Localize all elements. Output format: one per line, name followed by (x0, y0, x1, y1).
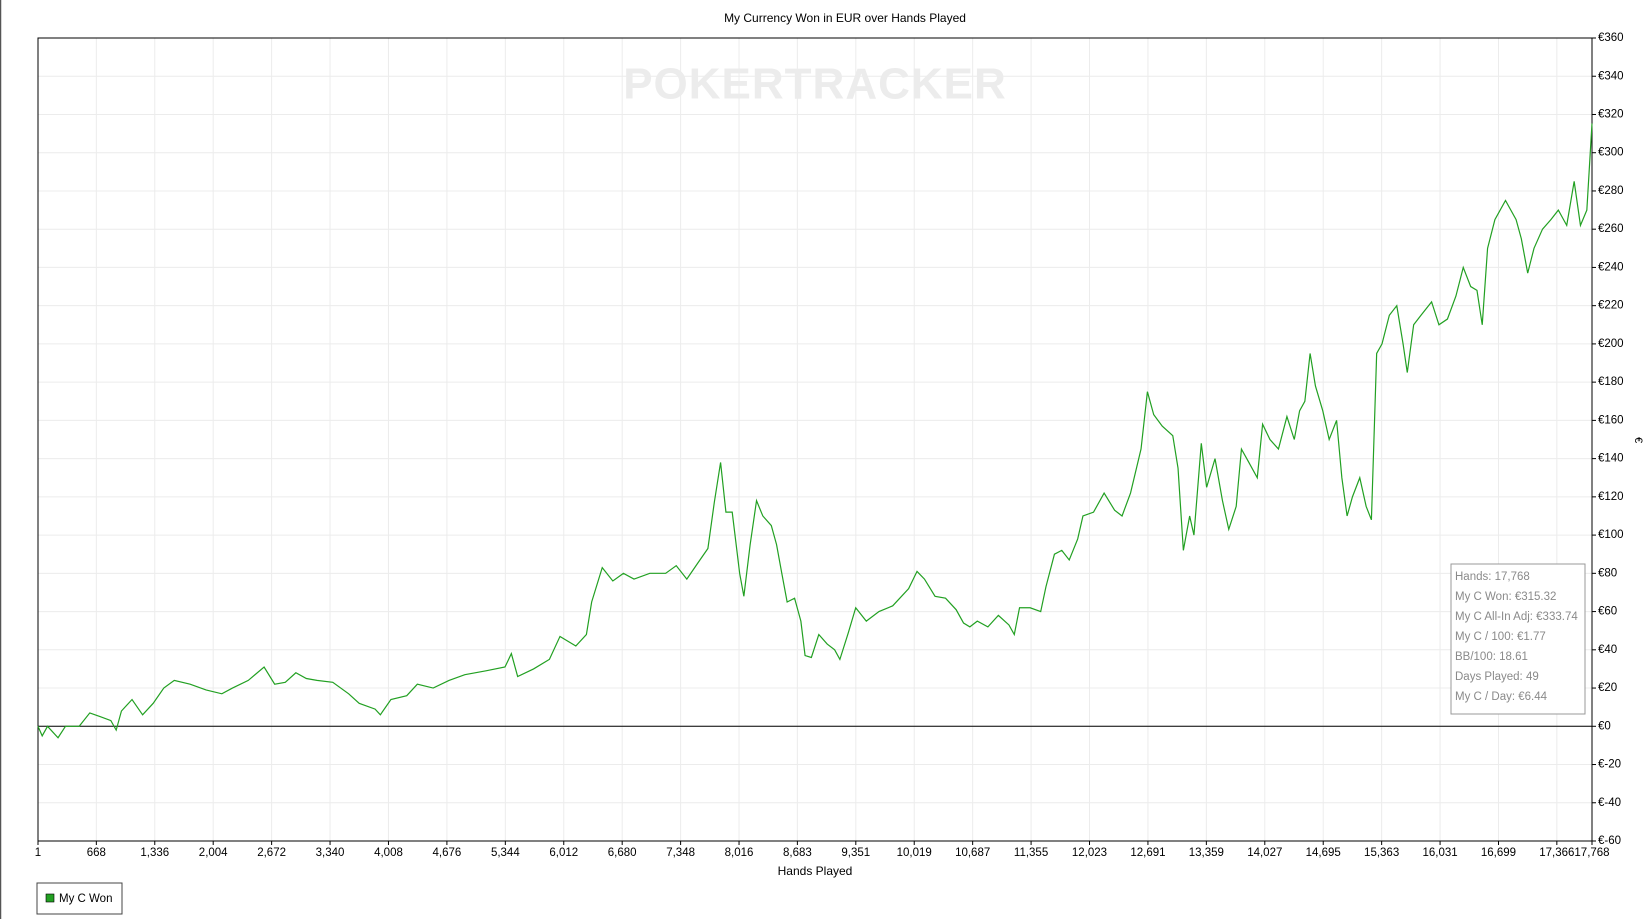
x-tick-label: 6,012 (549, 847, 578, 859)
legend-label: My C Won (59, 893, 112, 905)
y-tick-label: €100 (1598, 529, 1624, 541)
x-tick-label: 1,336 (140, 847, 169, 859)
x-tick-label: 2,672 (257, 847, 286, 859)
x-tick-label: 12,691 (1130, 847, 1165, 859)
stats-text: Days Played: 49 (1455, 671, 1539, 683)
y-tick-label: €-60 (1598, 835, 1621, 847)
x-tick-label: 17,768 (1574, 847, 1609, 859)
stats-box (1450, 563, 1586, 715)
x-tick-label: 8,016 (725, 847, 754, 859)
x-tick-label: 11,355 (1014, 847, 1048, 859)
y-tick-label: €180 (1598, 376, 1624, 388)
y-axis-label: € (1632, 437, 1644, 443)
y-tick-label: €160 (1598, 414, 1624, 426)
x-tick-label: 7,348 (666, 847, 695, 859)
x-tick-label: 15,363 (1364, 847, 1399, 859)
x-tick-label: 17,366 (1539, 847, 1574, 859)
x-tick-label: 2,004 (199, 847, 228, 859)
x-tick-label: 5,344 (491, 847, 520, 859)
y-tick-label: €320 (1598, 109, 1624, 121)
y-tick-label: €220 (1598, 300, 1624, 312)
x-tick-label: 10,019 (897, 847, 932, 859)
y-tick-label: €280 (1598, 185, 1624, 197)
x-tick-label: 13,359 (1189, 847, 1224, 859)
y-tick-label: €-40 (1598, 797, 1621, 809)
x-tick-label: 12,023 (1072, 847, 1107, 859)
y-tick-label: €360 (1598, 32, 1624, 44)
x-tick-label: 14,027 (1247, 847, 1282, 859)
x-tick-label: 14,695 (1306, 847, 1341, 859)
x-tick-label: 3,340 (316, 847, 345, 859)
stats-text: My C All-In Adj: €333.74 (1455, 611, 1578, 623)
y-tick-label: €80 (1598, 567, 1617, 579)
stats-text: BB/100: 18.61 (1455, 651, 1528, 663)
y-tick-label: €0 (1598, 720, 1611, 732)
y-tick-label: €120 (1598, 491, 1624, 503)
y-tick-label: €340 (1598, 70, 1624, 82)
x-tick-label: 8,683 (783, 847, 812, 859)
x-tick-label: 16,699 (1481, 847, 1516, 859)
y-tick-label: €20 (1598, 682, 1617, 694)
data-line (37, 123, 1593, 739)
plot-frame (37, 37, 1593, 842)
stats-text: My C / Day: €6.44 (1455, 691, 1548, 703)
x-tick-label: 4,008 (374, 847, 403, 859)
stats-text: My C / 100: €1.77 (1455, 631, 1546, 643)
stats-text: Hands: 17,768 (1455, 571, 1530, 583)
x-tick-label: 4,676 (433, 847, 462, 859)
stats-text: My C Won: €315.32 (1455, 591, 1556, 603)
y-tick-label: €200 (1598, 338, 1624, 350)
y-tick-label: €60 (1598, 606, 1617, 618)
y-tick-label: €240 (1598, 261, 1624, 273)
chart-title: My Currency Won in EUR over Hands Played (724, 11, 966, 25)
x-tick-label: 16,031 (1422, 847, 1457, 859)
x-tick-label: 668 (87, 847, 106, 859)
legend-swatch (45, 893, 55, 903)
y-tick-label: €40 (1598, 644, 1617, 656)
watermark: POKERTRACKER (623, 60, 1007, 109)
x-tick-label: 10,687 (955, 847, 990, 859)
x-axis-label: Hands Played (778, 864, 853, 878)
y-tick-label: €-20 (1598, 759, 1621, 771)
x-tick-label: 9,351 (841, 847, 870, 859)
x-tick-label: 1 (35, 847, 41, 859)
x-tick-label: 6,680 (608, 847, 637, 859)
y-tick-label: €260 (1598, 223, 1624, 235)
y-tick-label: €140 (1598, 453, 1624, 465)
y-tick-label: €300 (1598, 147, 1624, 159)
